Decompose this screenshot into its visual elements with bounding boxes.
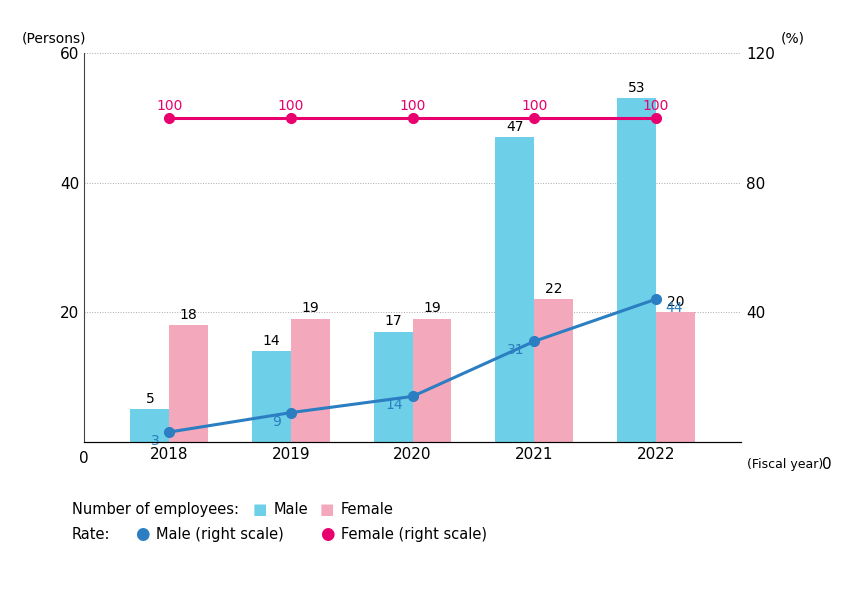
Bar [252,351,291,442]
Text: ■: ■ [320,502,334,517]
Bar [131,409,169,442]
Bar [495,137,534,442]
Text: 100: 100 [278,98,304,112]
Bar [534,299,573,442]
Text: 20: 20 [667,295,684,309]
Text: 14: 14 [263,334,280,348]
Text: 100: 100 [642,98,669,112]
Text: 14: 14 [386,398,402,412]
Bar [656,312,695,442]
Text: Male (right scale): Male (right scale) [156,527,284,542]
Text: (Persons): (Persons) [22,31,87,45]
Text: Female: Female [341,502,394,517]
Text: 53: 53 [627,81,645,95]
Text: 19: 19 [301,302,319,316]
Text: (%): (%) [781,31,804,45]
Text: ■: ■ [253,502,267,517]
Text: 5: 5 [146,392,154,406]
Text: 22: 22 [545,282,562,296]
Bar [413,319,451,442]
Text: 3: 3 [151,434,160,448]
Text: 44: 44 [665,301,683,315]
Bar [291,319,330,442]
Text: Number of employees:: Number of employees: [72,502,238,517]
Text: (Fiscal year): (Fiscal year) [747,458,823,471]
Bar [617,98,656,442]
Text: 19: 19 [424,302,441,316]
Text: 17: 17 [384,315,402,329]
Text: 9: 9 [272,415,281,429]
Bar [169,325,208,442]
Text: 0: 0 [822,457,831,472]
Text: 100: 100 [156,98,183,112]
Text: 47: 47 [506,120,524,134]
Text: 18: 18 [180,308,198,322]
Text: Male: Male [274,502,308,517]
Text: Rate:: Rate: [72,527,110,542]
Text: Female (right scale): Female (right scale) [341,527,487,542]
Bar [374,332,413,442]
Text: 0: 0 [79,451,89,466]
Text: ●: ● [135,525,149,543]
Text: 100: 100 [521,98,547,112]
Text: ●: ● [320,525,334,543]
Text: 31: 31 [507,343,525,358]
Text: 100: 100 [399,98,426,112]
